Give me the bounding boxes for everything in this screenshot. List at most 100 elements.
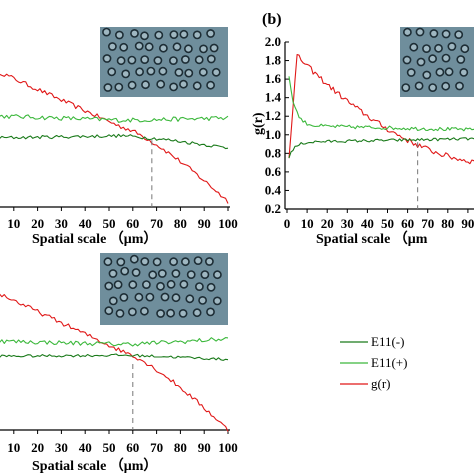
legend-label-e11-minus: E11(-) <box>371 334 404 349</box>
inset-cell <box>460 44 470 54</box>
panel-c-inset-cells <box>103 254 222 318</box>
inset-cell <box>409 42 419 52</box>
inset-cell <box>422 44 431 53</box>
panel-b-y-tick-label: 2.0 <box>265 34 281 49</box>
panel-b-x-tick-label: 60 <box>401 216 414 231</box>
panel-b-x-tick-label: 90 <box>461 216 474 231</box>
inset-cell <box>114 82 124 92</box>
inset-cell <box>198 295 207 305</box>
inset-cell <box>212 296 222 306</box>
panel-b-x-tick-label: 20 <box>321 216 334 231</box>
inset-cell <box>144 42 154 52</box>
panel-a-x-tick-label: 20 <box>31 216 44 231</box>
inset-cell <box>153 56 163 65</box>
inset-cell <box>459 68 469 77</box>
panel-b-x-tick-label: 10 <box>301 216 314 231</box>
inset-cell <box>178 308 188 318</box>
inset-cell <box>160 292 170 302</box>
panel-b-y-tick-label: 0.2 <box>265 201 281 216</box>
inset-cell <box>206 29 215 38</box>
inset-cell <box>156 79 166 89</box>
legend-item-e11-minus: E11(-) <box>340 334 404 349</box>
inset-cell <box>193 256 203 265</box>
inset-cell <box>103 83 113 92</box>
inset-cell <box>127 55 137 65</box>
inset-cell <box>180 257 190 267</box>
panel-b-label: (b) <box>262 11 282 28</box>
panel-c-x-tick-label: 40 <box>79 440 92 455</box>
panel-a-x-tick-label: 30 <box>55 216 68 231</box>
panel-b-y-tick-label: 1.2 <box>265 108 281 123</box>
inset-cell <box>158 43 168 53</box>
inset-cell <box>120 266 130 276</box>
inset-cell <box>127 80 137 90</box>
inset-cell <box>129 254 139 264</box>
panel-c-x-tick-label: 30 <box>55 440 68 455</box>
inset-cell <box>158 66 168 76</box>
panel-a-x-tick-label: 70 <box>150 216 163 231</box>
inset-cell <box>179 79 188 89</box>
inset-cell <box>104 306 114 316</box>
inset-cell <box>145 292 155 302</box>
inset-cell <box>174 68 184 77</box>
inset-cell <box>406 68 416 77</box>
panel-b-y-ticks: 2.0 1.8 1.6 1.4 1.2 1.0 0.8 0.6 0.4 0.2 <box>265 34 289 216</box>
inset-cell <box>209 43 219 53</box>
panel-b-x-axis-label: Spatial scale （μm <box>316 231 428 247</box>
inset-cell <box>416 57 426 67</box>
panel-c-series-e11plus <box>0 337 229 347</box>
inset-cell <box>166 279 176 289</box>
panel-c-series <box>0 293 229 432</box>
inset-cell <box>102 54 112 63</box>
inset-cell <box>139 306 149 316</box>
panel-c: 10 20 30 40 50 60 70 80 90 100 Spatial scale （μm） <box>0 253 238 474</box>
inset-cell <box>179 279 189 289</box>
panel-b-series-gr <box>288 53 474 165</box>
inset-cell <box>441 53 451 63</box>
inset-cell <box>169 257 178 267</box>
legend-label-e11-plus: E11(+) <box>371 355 407 370</box>
panel-b-series-e11minus <box>288 137 474 159</box>
inset-cell <box>140 55 150 64</box>
panel-b-y-tick-label: 1.8 <box>265 53 282 68</box>
inset-cell <box>444 67 454 77</box>
panel-c-x-tick-label: 60 <box>126 440 139 455</box>
panel-b-x-tick-label: 40 <box>361 216 374 231</box>
panel-c-x-tick-label: 80 <box>174 440 187 455</box>
inset-cell <box>152 257 162 267</box>
panel-a-inset-cells <box>102 27 221 92</box>
inset-cell <box>135 67 144 77</box>
inset-cell <box>140 257 150 266</box>
panel-c-x-tick-label: 90 <box>198 440 211 455</box>
inset-cell <box>212 270 222 280</box>
inset-cell <box>166 308 175 318</box>
legend-label-gr: g(r) <box>371 376 391 391</box>
inset-cell <box>428 83 438 92</box>
inset-cell <box>148 270 158 280</box>
inset-cell <box>127 307 137 317</box>
inset-cell <box>156 309 165 318</box>
inset-cell <box>401 83 411 92</box>
inset-cell <box>186 270 196 279</box>
inset-cell <box>134 41 144 51</box>
inset-cell <box>185 294 195 304</box>
inset-cell <box>108 42 117 51</box>
inset-cell <box>130 29 139 38</box>
inset-cell <box>441 29 451 39</box>
panel-b: (b) 2.0 1.8 1.6 1.4 1.2 1.0 0.8 0.6 0.4 0.2 0 10 20… <box>251 11 474 247</box>
inset-cell <box>184 68 194 78</box>
inset-cell <box>194 282 204 291</box>
panel-b-y-tick-label: 0.6 <box>265 164 282 179</box>
inset-cell <box>171 269 181 278</box>
panel-b-y-tick-label: 1.0 <box>265 127 281 142</box>
inset-cell <box>116 56 126 66</box>
inset-cell <box>206 54 216 64</box>
panel-a: 10 20 30 40 50 60 70 80 90 100 Spatial scale （μm） <box>0 27 238 247</box>
inset-cell <box>206 282 216 292</box>
inset-cell <box>102 27 111 37</box>
panel-a-x-tick-label: 60 <box>126 216 139 231</box>
inset-cell <box>200 270 210 279</box>
panel-b-y-tick-label: 1.4 <box>265 90 282 105</box>
inset-cell <box>115 30 124 40</box>
inset-cell <box>192 308 202 318</box>
